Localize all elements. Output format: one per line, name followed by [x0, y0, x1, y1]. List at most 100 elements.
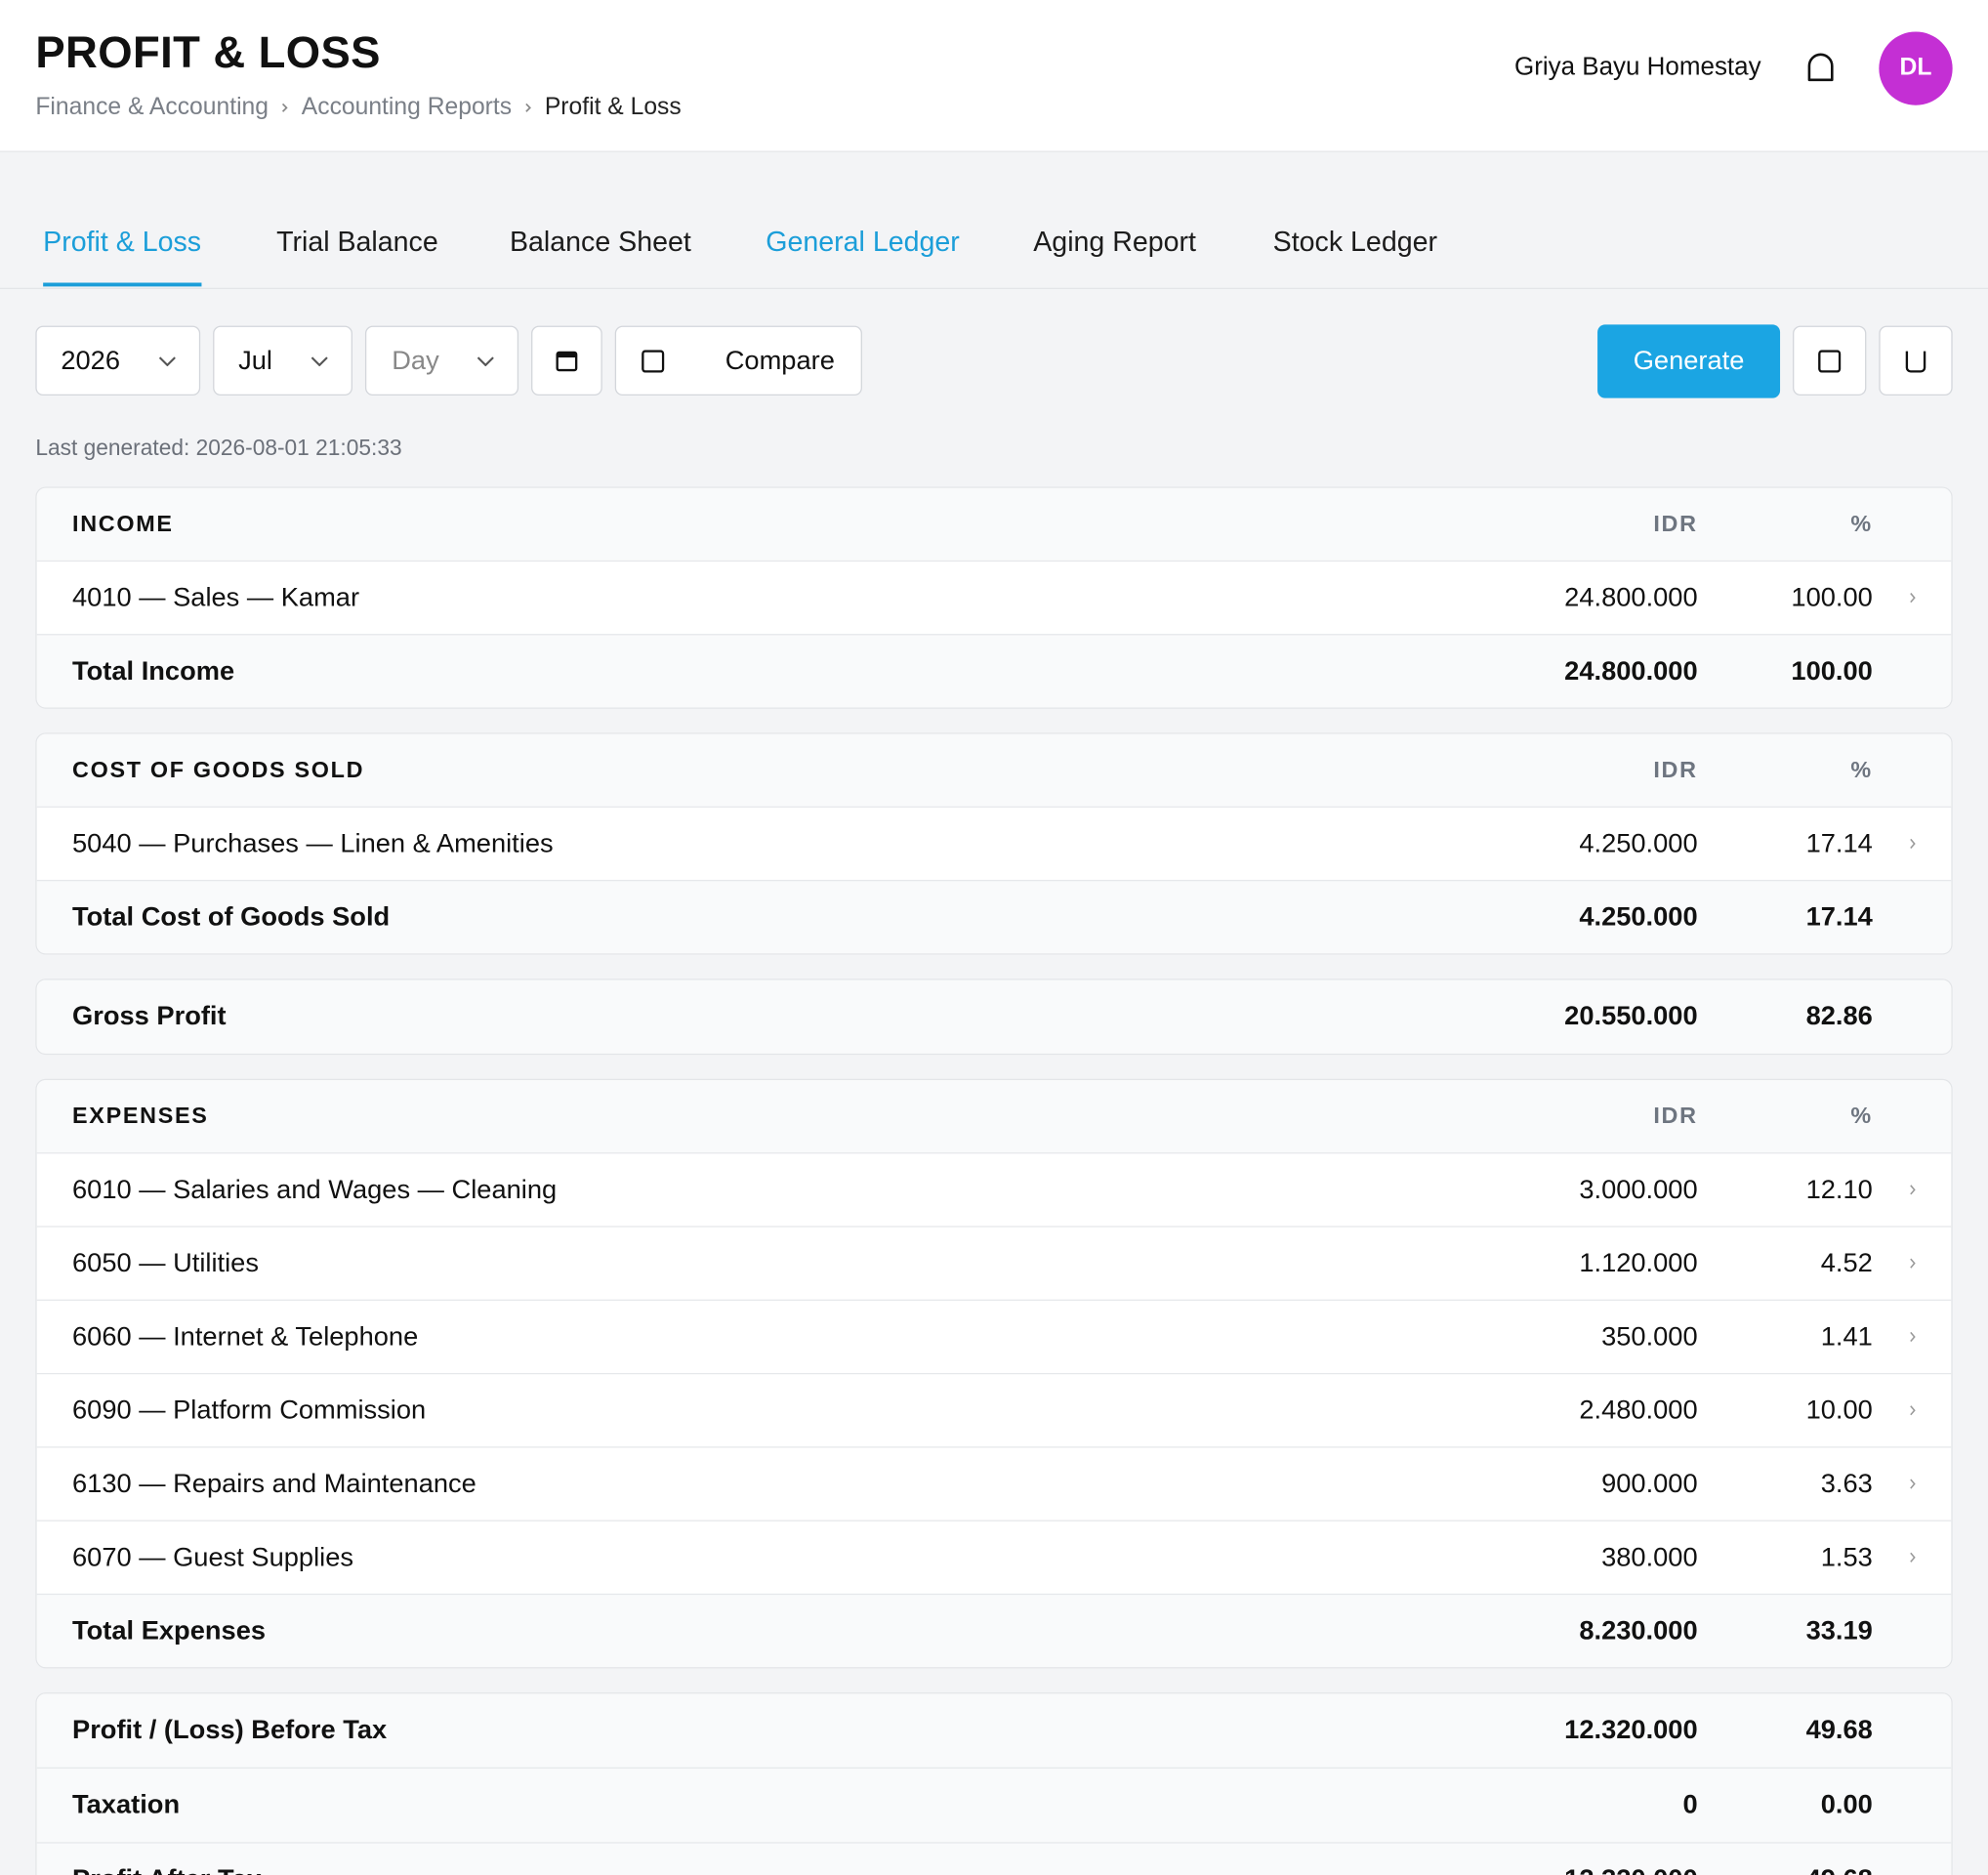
account-row[interactable]: 6070 — Guest Supplies 380.000 1.53 [36, 1520, 1952, 1594]
total-row: Total Income 24.800.000 100.00 [36, 634, 1952, 708]
top-bar: PROFIT & LOSS Finance & Accounting Accou… [0, 0, 1988, 152]
account-row[interactable]: 4010 — Sales — Kamar 24.800.000 100.00 [36, 560, 1952, 634]
column-header: % [1850, 757, 1873, 782]
breadcrumb-separator [524, 103, 531, 112]
tab[interactable]: General Ledger [766, 226, 960, 258]
account-row[interactable]: 6010 — Salaries and Wages — Cleaning 3.00… [36, 1152, 1952, 1226]
account-row[interactable]: 6060 — Internet & Telephone 350.000 1.41 [36, 1299, 1952, 1373]
breadcrumbs: Finance & Accounting Accounting Reports … [35, 94, 681, 122]
percent: 4.52 [1820, 1248, 1873, 1277]
amount: 4.250.000 [1579, 828, 1698, 858]
row-chevron [1910, 1185, 1916, 1195]
breadcrumb[interactable]: Finance & Accounting [35, 94, 269, 121]
compare-toggle[interactable]: Compare [614, 325, 862, 396]
total-percent: 17.14 [1805, 901, 1873, 932]
chevron [158, 355, 176, 366]
total-percent: 0.00 [1820, 1790, 1873, 1819]
tab[interactable]: Aging Report [1033, 226, 1197, 258]
select-placeholder: Day [392, 345, 439, 375]
chevron [311, 355, 328, 366]
percent: 12.10 [1805, 1174, 1873, 1204]
section-header: EXPENSES IDR% [36, 1080, 1952, 1153]
amount: 900.000 [1601, 1468, 1698, 1498]
row-chevron [1910, 1258, 1916, 1269]
total-label: Profit After Tax [72, 1865, 262, 1875]
total-row: Gross Profit 20.550.000 82.86 [36, 979, 1952, 1054]
total-percent: 82.86 [1805, 1001, 1873, 1031]
total-amount: 20.550.000 [1564, 1001, 1698, 1031]
tab[interactable]: Stock Ledger [1272, 226, 1437, 258]
percent: 3.63 [1820, 1468, 1873, 1498]
checkbox [642, 349, 665, 372]
compare-label: Compare [725, 345, 835, 375]
row-chevron [1910, 838, 1916, 850]
select-value: 2026 [61, 345, 120, 375]
account-label: 6130 — Repairs and Maintenance [72, 1468, 476, 1498]
total-percent: 49.68 [1805, 1715, 1873, 1745]
tab[interactable]: Balance Sheet [509, 226, 691, 258]
account-label: 6070 — Guest Supplies [72, 1542, 354, 1572]
breadcrumb[interactable]: Accounting Reports [301, 94, 513, 121]
column-header: IDR [1653, 757, 1698, 782]
account-row[interactable]: 5040 — Purchases — Linen & Amenities 4.25… [36, 806, 1952, 880]
total-row: Total Expenses 8.230.000 33.19 [36, 1593, 1952, 1668]
account-row[interactable]: 6130 — Repairs and Maintenance 900.000 3.6… [36, 1446, 1952, 1520]
account-label: 5040 — Purchases — Linen & Amenities [72, 828, 554, 858]
breadcrumb-separator [281, 103, 288, 112]
month-select[interactable]: Jul [213, 325, 352, 396]
avatar[interactable]: DL [1879, 31, 1953, 105]
amount: 1.120.000 [1579, 1248, 1698, 1277]
icon-button[interactable] [1879, 325, 1953, 396]
percent: 100.00 [1791, 582, 1873, 612]
row-chevron [1910, 1552, 1916, 1562]
account-label: 4010 — Sales — Kamar [72, 582, 360, 612]
total-row: Total Cost of Goods Sold 4.250.000 17.14 [36, 879, 1952, 954]
account-row[interactable]: 6050 — Utilities 1.120.000 4.52 [36, 1226, 1952, 1299]
calendar-button[interactable] [531, 325, 602, 396]
total-percent: 33.19 [1805, 1615, 1873, 1646]
tab[interactable]: Trial Balance [276, 226, 438, 258]
icon [1905, 350, 1926, 372]
total-label: Taxation [72, 1790, 181, 1819]
select-value: Jul [238, 345, 272, 375]
total-label: Total Income [72, 655, 235, 686]
tab[interactable]: Profit & Loss [43, 226, 202, 287]
total-row: Taxation 0 0.00 [36, 1767, 1952, 1843]
total-amount: 12.320.000 [1564, 1865, 1697, 1875]
report-tabs: Profit & Loss Trial Balance Balance Sheet G… [0, 152, 1988, 289]
account-label: 6090 — Platform Commission [72, 1395, 427, 1425]
last-generated: Last generated: 2026-08-01 21:05:33 [35, 435, 402, 461]
account-label: 6010 — Salaries and Wages — Cleaning [72, 1174, 558, 1204]
report-section: EXPENSES IDR% 6010 — Salaries and Wages — … [35, 1078, 1953, 1669]
column-header: IDR [1653, 511, 1698, 537]
total-label: Total Cost of Goods Sold [72, 901, 391, 932]
row-chevron [1910, 1331, 1916, 1343]
column-header: % [1850, 511, 1873, 537]
total-row: Profit After Tax 12.320.000 49.68 [36, 1842, 1952, 1875]
total-amount: 12.320.000 [1564, 1715, 1698, 1745]
period-select[interactable]: Day [364, 325, 519, 396]
total-amount: 0 [1682, 1790, 1698, 1819]
row-chevron [1910, 593, 1916, 604]
percent: 17.14 [1805, 828, 1873, 858]
section-header: INCOME IDR% [36, 487, 1952, 561]
amount: 3.000.000 [1579, 1174, 1698, 1204]
generate-button[interactable]: Generate [1597, 324, 1781, 398]
notification-icon[interactable] [1804, 52, 1838, 85]
section-title: INCOME [72, 511, 174, 537]
property-name[interactable]: Griya Bayu Homestay [1514, 53, 1761, 82]
report-section: Profit / (Loss) Before Tax 12.320.000 49.6… [35, 1692, 1953, 1875]
report-section: Gross Profit 20.550.000 82.86 [35, 979, 1953, 1056]
report-section: INCOME IDR% 4010 — Sales — Kamar 24.800.000… [35, 486, 1953, 709]
total-row: Profit / (Loss) Before Tax 12.320.000 49.6… [36, 1693, 1952, 1768]
page-title: PROFIT & LOSS [35, 27, 381, 78]
percent: 1.41 [1820, 1321, 1873, 1352]
column-header: % [1850, 1103, 1873, 1129]
section-title: EXPENSES [72, 1103, 209, 1129]
amount: 350.000 [1601, 1321, 1698, 1352]
year-select[interactable]: 2026 [35, 325, 201, 396]
chevron [476, 355, 494, 366]
icon-button[interactable] [1793, 325, 1867, 396]
total-label: Profit / (Loss) Before Tax [72, 1715, 388, 1745]
account-row[interactable]: 6090 — Platform Commission 2.480.000 10.00 [36, 1372, 1952, 1446]
